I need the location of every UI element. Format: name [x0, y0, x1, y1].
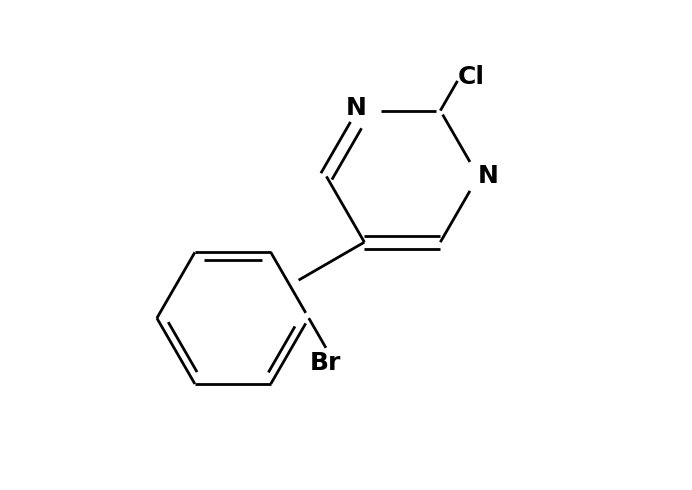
Text: Br: Br [310, 350, 342, 374]
Text: N: N [477, 165, 498, 188]
Text: N: N [346, 96, 367, 120]
Text: Cl: Cl [457, 65, 484, 89]
